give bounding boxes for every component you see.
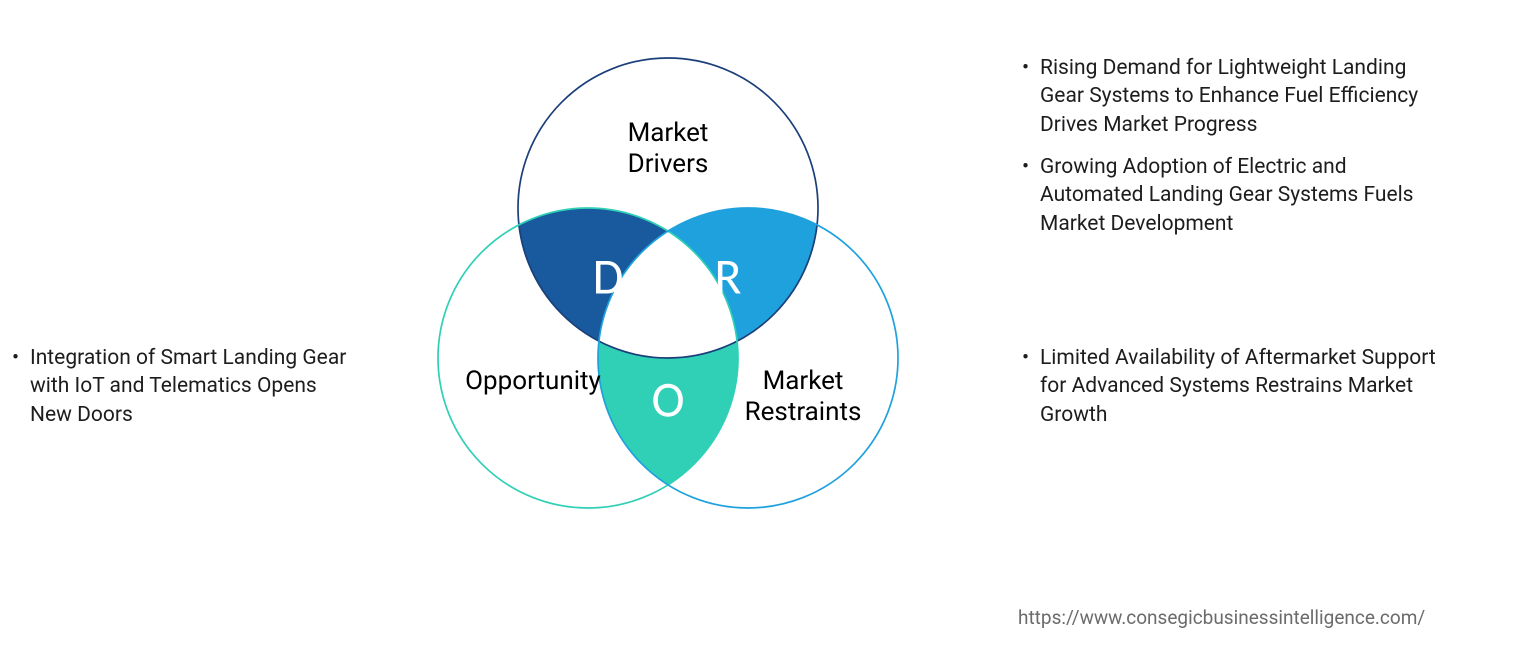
- bullet-list: Integration of Smart Landing Gear with I…: [12, 344, 350, 429]
- venn-diagram: MarketDrivers Opportunity MarketRestrain…: [368, 28, 968, 628]
- bullet-list: Limited Availability of Aftermarket Supp…: [1022, 344, 1442, 429]
- venn-letter-r: R: [714, 247, 741, 308]
- bullet-item: Rising Demand for Lightweight Landing Ge…: [1022, 54, 1442, 139]
- drivers-bullets: Rising Demand for Lightweight Landing Ge…: [1022, 54, 1442, 252]
- bullet-item: Limited Availability of Aftermarket Supp…: [1022, 344, 1442, 429]
- venn-label-restraints: MarketRestraints: [703, 366, 903, 428]
- opportunity-bullets: Integration of Smart Landing Gear with I…: [12, 344, 350, 443]
- restraints-bullets: Limited Availability of Aftermarket Supp…: [1022, 344, 1442, 443]
- diagram-stage: Integration of Smart Landing Gear with I…: [0, 0, 1515, 660]
- venn-label-opportunity: Opportunity: [433, 366, 633, 397]
- source-credit: https://www.consegicbusinessintelligence…: [1018, 606, 1425, 629]
- bullet-item: Growing Adoption of Electric and Automat…: [1022, 153, 1442, 238]
- bullet-list: Rising Demand for Lightweight Landing Ge…: [1022, 54, 1442, 238]
- bullet-item: Integration of Smart Landing Gear with I…: [12, 344, 350, 429]
- venn-letter-o: O: [651, 370, 684, 431]
- venn-label-drivers: MarketDrivers: [568, 118, 768, 180]
- venn-letter-d: D: [593, 247, 624, 308]
